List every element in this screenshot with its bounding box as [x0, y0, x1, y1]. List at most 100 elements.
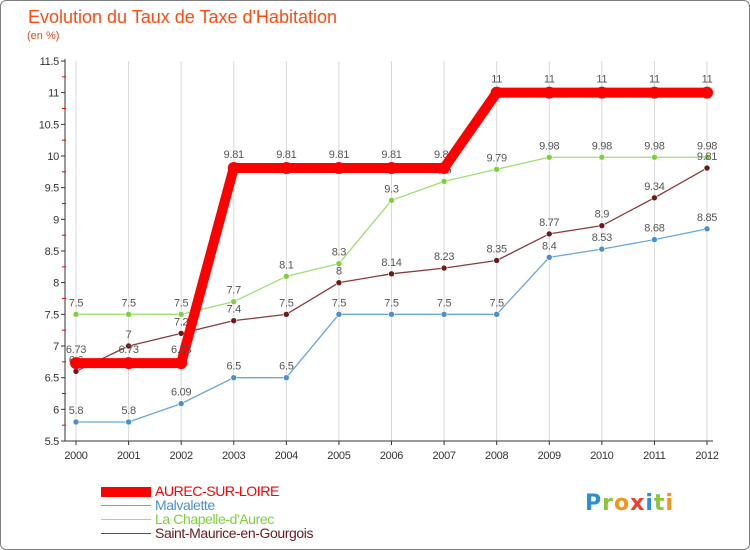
- data-label-la-chapelle-d-aurec: 8.1: [279, 259, 294, 271]
- point-saint-maurice-en-gourgois: [651, 194, 658, 202]
- data-label-aurec-sur-loire: 9.81: [434, 149, 454, 161]
- point-saint-maurice-en-gourgois: [703, 164, 711, 172]
- data-label-saint-maurice-en-gourgois: 8: [336, 266, 342, 278]
- point-aurec-sur-loire: [280, 162, 293, 175]
- data-label-aurec-sur-loire: 11: [702, 74, 713, 86]
- legend-label-aurec: AUREC-SUR-LOIRE: [155, 483, 279, 499]
- logo-letter: i: [665, 491, 674, 516]
- point-saint-maurice-en-gourgois: [283, 311, 290, 318]
- point-malvalette: [283, 374, 290, 381]
- point-aurec-sur-loire: [122, 357, 135, 370]
- y-tick-label: 10.5: [39, 119, 59, 131]
- point-malvalette: [230, 374, 238, 381]
- point-la-chapelle-d-aurec: [440, 178, 448, 185]
- data-label-saint-maurice-en-gourgois: 7.4: [227, 304, 242, 316]
- data-label-malvalette: 6.5: [279, 361, 294, 373]
- y-tick-label: 11.5: [40, 56, 60, 68]
- logo-letter: r: [602, 491, 614, 516]
- data-label-aurec-sur-loire: 6.73: [171, 344, 191, 356]
- legend-label-saint-maurice: Saint-Maurice-en-Gourgois: [155, 525, 314, 541]
- x-tick-label: 2007: [432, 450, 455, 462]
- point-malvalette: [125, 418, 132, 426]
- y-tick-label: 9.5: [45, 183, 60, 195]
- data-label-saint-maurice-en-gourgois: 9.34: [644, 181, 664, 193]
- data-label-la-chapelle-d-aurec: 8.3: [332, 247, 347, 259]
- point-la-chapelle-d-aurec: [651, 153, 658, 161]
- legend-label-la-chapelle: La Chapelle-d'Aurec: [155, 511, 274, 527]
- logo-letter: i: [645, 491, 654, 516]
- legend-swatch-saint-maurice: [101, 527, 151, 541]
- point-la-chapelle-d-aurec: [598, 153, 606, 161]
- point-saint-maurice-en-gourgois: [388, 270, 395, 278]
- x-tick-label: 2008: [485, 450, 508, 462]
- x-tick-label: 2000: [64, 450, 87, 462]
- legend-swatch-aurec: [101, 485, 151, 499]
- point-malvalette: [440, 311, 448, 318]
- data-label-saint-maurice-en-gourgois: 7.5: [279, 297, 294, 309]
- data-label-malvalette: 7.5: [332, 297, 347, 309]
- legend-label-malvalette: Malvalette: [155, 497, 215, 513]
- data-label-la-chapelle-d-aurec: 9.98: [592, 140, 612, 152]
- data-label-aurec-sur-loire: 9.81: [381, 149, 401, 161]
- y-tick-label: 9: [53, 214, 59, 226]
- data-label-la-chapelle-d-aurec: 9.3: [384, 183, 399, 195]
- point-la-chapelle-d-aurec: [72, 311, 80, 318]
- data-label-malvalette: 8.68: [644, 223, 664, 235]
- data-label-la-chapelle-d-aurec: 9.98: [539, 140, 559, 152]
- data-label-malvalette: 6.5: [227, 361, 242, 373]
- data-label-malvalette: 6.09: [171, 387, 191, 399]
- data-label-la-chapelle-d-aurec: 9.98: [697, 140, 717, 152]
- x-tick-label: 2010: [590, 450, 613, 462]
- y-tick-label: 6.5: [45, 373, 60, 385]
- point-aurec-sur-loire: [648, 86, 661, 99]
- data-label-saint-maurice-en-gourgois: 8.14: [381, 257, 401, 269]
- x-tick-label: 2012: [695, 450, 718, 462]
- y-tick-label: 10: [47, 151, 59, 163]
- logo-letter: P: [585, 491, 603, 516]
- point-saint-maurice-en-gourgois: [335, 279, 343, 286]
- point-aurec-sur-loire: [385, 162, 398, 175]
- data-label-aurec-sur-loire: 9.81: [329, 149, 349, 161]
- x-tick-label: 2005: [327, 450, 350, 462]
- point-aurec-sur-loire: [701, 86, 713, 99]
- data-label-aurec-sur-loire: 11: [649, 74, 660, 86]
- data-label-la-chapelle-d-aurec: 7.5: [69, 297, 84, 309]
- data-label-malvalette: 8.85: [697, 212, 717, 224]
- data-label-malvalette: 7.5: [437, 297, 452, 309]
- x-tick-label: 2004: [275, 450, 298, 462]
- point-la-chapelle-d-aurec: [703, 153, 711, 161]
- data-label-saint-maurice-en-gourgois: 9.81: [697, 151, 717, 163]
- logo-letter: o: [613, 491, 631, 516]
- point-malvalette: [388, 311, 395, 318]
- data-label-saint-maurice-en-gourgois: 8.9: [595, 209, 610, 221]
- data-label-aurec-sur-loire: 11: [544, 74, 555, 86]
- data-label-malvalette: 5.8: [69, 405, 84, 417]
- data-label-aurec-sur-loire: 6.73: [118, 344, 138, 356]
- data-label-aurec-sur-loire: 11: [596, 74, 607, 86]
- x-tick-label: 2002: [170, 450, 193, 462]
- legend-swatch-la-chapelle: [101, 513, 151, 527]
- y-tick-label: 7.5: [45, 309, 60, 321]
- data-label-saint-maurice-en-gourgois: 8.23: [434, 251, 454, 263]
- x-tick-label: 2009: [538, 450, 561, 462]
- y-tick-label: 8: [53, 278, 59, 290]
- x-tick-label: 2011: [643, 450, 666, 462]
- data-label-saint-maurice-en-gourgois: 8.77: [539, 217, 559, 229]
- chart-subtitle: (en %): [27, 30, 60, 42]
- data-label-la-chapelle-d-aurec: 9.79: [487, 152, 507, 164]
- point-malvalette: [177, 400, 185, 407]
- point-saint-maurice-en-gourgois: [493, 257, 500, 264]
- data-label-aurec-sur-loire: 6.73: [66, 344, 86, 356]
- data-label-malvalette: 7.5: [489, 297, 504, 309]
- chart-title: Evolution du Taux de Taxe d'Habitation: [28, 7, 337, 27]
- point-la-chapelle-d-aurec: [335, 260, 343, 267]
- data-label-la-chapelle-d-aurec: 9.98: [644, 140, 664, 152]
- point-saint-maurice-en-gourgois: [440, 264, 448, 272]
- point-aurec-sur-loire: [332, 162, 345, 175]
- point-la-chapelle-d-aurec: [125, 311, 132, 318]
- logo-letter: t: [653, 491, 666, 516]
- y-tick-label: 6: [53, 404, 59, 416]
- point-malvalette: [598, 245, 606, 253]
- data-label-la-chapelle-d-aurec: 7.5: [174, 297, 189, 309]
